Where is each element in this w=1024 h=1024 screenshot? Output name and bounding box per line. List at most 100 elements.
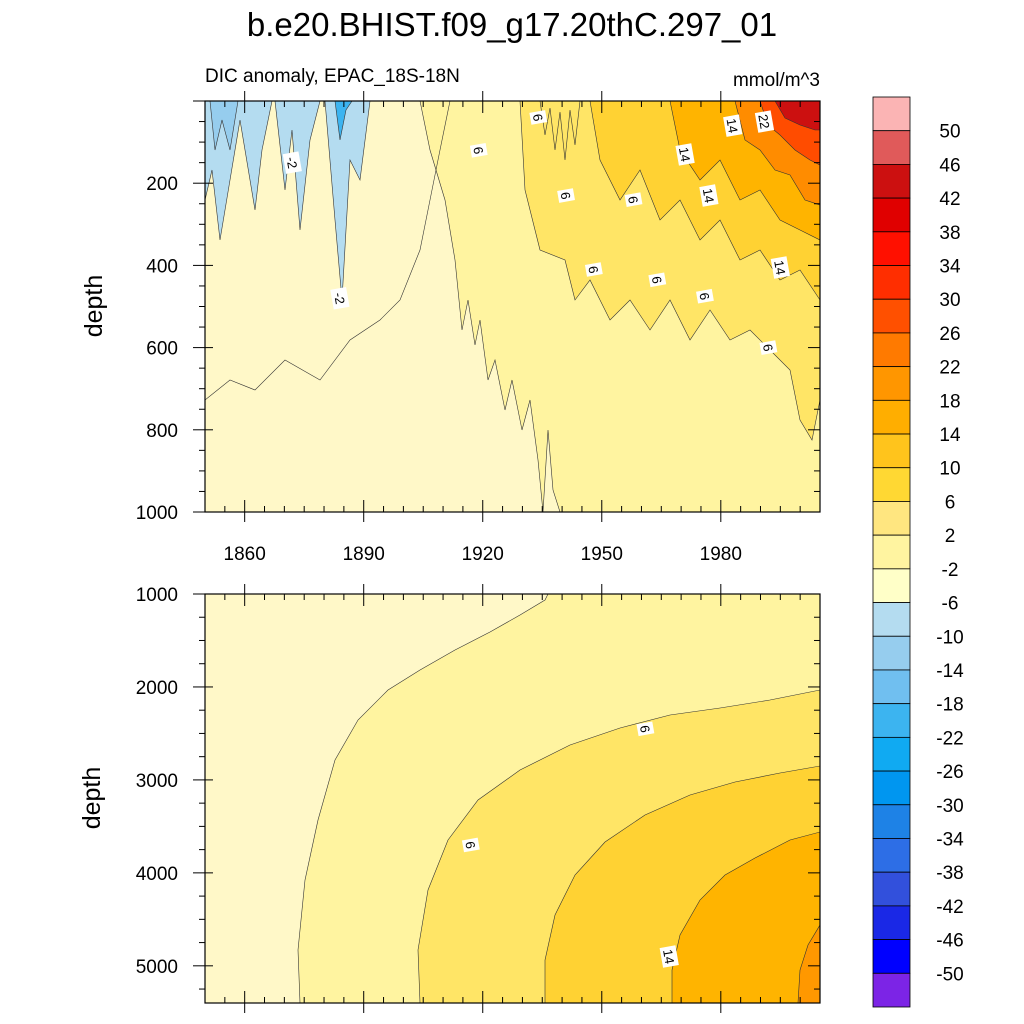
contour-label: 6 (557, 188, 575, 203)
contour-label-box (624, 192, 643, 207)
lower-band-18-22 (797, 924, 820, 1003)
colorbar-label: -42 (936, 897, 963, 918)
contour-label-text: 6 (625, 195, 641, 205)
x-tick-label: 1890 (343, 544, 385, 565)
x-tick-label: 1860 (224, 544, 266, 565)
contour-label: -2 (282, 151, 302, 174)
colorbar-swatch (872, 736, 911, 772)
colorbar-labels: 50 46 42 38 34 30 26 22 18 14 10 6 2 -2 -6 -10 -14 -18 -22… (936, 122, 964, 986)
colorbar-label: 10 (939, 459, 960, 480)
lower-ylabel: depth (78, 767, 106, 830)
colorbar-swatch (872, 433, 911, 469)
contour-label-text: 6 (585, 265, 601, 275)
contour-label: -2 (330, 287, 350, 310)
colorbar-swatch (872, 770, 911, 806)
contour-label-text: 14 (676, 146, 693, 163)
upper-contour-line (539, 101, 581, 161)
colorbar-label: -34 (936, 829, 964, 850)
colorbar-label: 18 (939, 391, 960, 412)
contour-label-text: -2 (331, 291, 348, 305)
colorbar-swatch (872, 332, 911, 368)
colorbar-swatch (872, 164, 911, 199)
colorbar-swatch (872, 298, 911, 334)
colorbar-label: 22 (939, 358, 960, 379)
colorbar-label: -22 (936, 728, 963, 749)
contour-label: 6 (584, 262, 603, 277)
contour-label-box (461, 837, 480, 853)
upper-contour-line (205, 101, 451, 401)
colorbar-swatch (872, 905, 911, 940)
y-tick-label: 400 (146, 256, 178, 277)
contour-label-text: 22 (755, 113, 772, 130)
upper-panel: 1860 1890 1920 1950 1980 200 400 600 800 1000 -2… (80, 91, 821, 565)
colorbar-label: 42 (939, 189, 960, 210)
contour-label: 14 (770, 256, 790, 279)
colorbar-swatch (872, 602, 911, 637)
colorbar-swatch (872, 804, 911, 839)
contour-label: 6 (648, 272, 667, 288)
colorbar-label: -50 (936, 964, 963, 985)
colorbar-label: -18 (936, 695, 963, 716)
lower-y-tick-labels: 1000 2000 3000 4000 5000 (136, 585, 178, 978)
colorbar-label: -26 (936, 762, 963, 783)
y-tick-label: 1000 (136, 585, 178, 606)
colorbar-label: 46 (939, 155, 960, 176)
upper-negative-patch (205, 101, 273, 241)
colorbar-label: 38 (939, 223, 960, 244)
contour-label-text: 6 (558, 191, 574, 201)
contour-label-box (723, 114, 743, 137)
colorbar-swatch (872, 197, 911, 233)
y-tick-label: 600 (146, 339, 178, 360)
colorbar-label: -6 (942, 594, 959, 615)
x-tick-label: 1950 (581, 544, 623, 565)
upper-band-30plus (774, 101, 820, 131)
contour-label-text: 14 (724, 117, 741, 134)
colorbar-swatch (872, 635, 911, 671)
colorbar-swatch (872, 366, 911, 401)
contour-label-box (330, 287, 350, 310)
colorbar-swatch (872, 871, 911, 907)
upper-x-tick-labels: 1860 1890 1920 1950 1980 (224, 544, 742, 565)
y-tick-label: 2000 (136, 678, 178, 699)
contour-label-text: 14 (700, 187, 717, 204)
lower-contour-labels: 6 6 14 (461, 721, 679, 968)
upper-contour-labels: -2 -2 6 6 6 6 6 6 6 6 14 14 14 14 22 (282, 110, 790, 355)
contour-label: 14 (723, 114, 743, 137)
colorbar-label: 50 (939, 122, 960, 143)
y-tick-label: 3000 (136, 771, 178, 792)
upper-y-tick-labels: 200 400 600 800 1000 (136, 174, 178, 524)
contour-label: 6 (759, 340, 778, 355)
contour-label-text: 6 (530, 113, 546, 123)
x-tick-label: 1920 (462, 544, 504, 565)
contour-label-box (584, 262, 603, 277)
x-tick-label: 1980 (700, 544, 742, 565)
y-tick-label: 1000 (136, 503, 178, 524)
colorbar-swatch (872, 669, 911, 705)
contour-label-text: 14 (771, 259, 788, 276)
contour-label-text: 6 (637, 724, 653, 734)
contour-label-text: 6 (696, 291, 712, 301)
contour-label-box (282, 151, 302, 174)
chart-title: b.e20.BHIST.f09_g17.20thC.297_01 (247, 6, 777, 43)
contour-label: 6 (636, 721, 655, 737)
colorbar-label: 34 (939, 257, 961, 278)
colorbar-swatch (872, 501, 911, 536)
units-subtitle: mmol/m^3 (733, 70, 820, 91)
colorbar-label: -30 (936, 796, 963, 817)
colorbar-swatch (872, 534, 911, 570)
colorbar-swatch (872, 939, 911, 974)
colorbar-label: -2 (942, 560, 959, 581)
colorbar-label: -10 (936, 627, 963, 648)
contour-label-box (659, 945, 679, 968)
colorbar-label: 2 (945, 526, 956, 547)
contour-label-box (699, 184, 719, 207)
contour-label: 14 (699, 184, 719, 207)
contour-label: 6 (696, 288, 714, 304)
colorbar-swatch (872, 972, 911, 1008)
colorbar-swatch (872, 703, 911, 738)
contour-label-text: 6 (760, 343, 776, 353)
contour-label-box (754, 110, 775, 133)
colorbar-swatch (872, 568, 911, 603)
contour-label-box (636, 721, 655, 737)
y-tick-label: 5000 (136, 957, 178, 978)
